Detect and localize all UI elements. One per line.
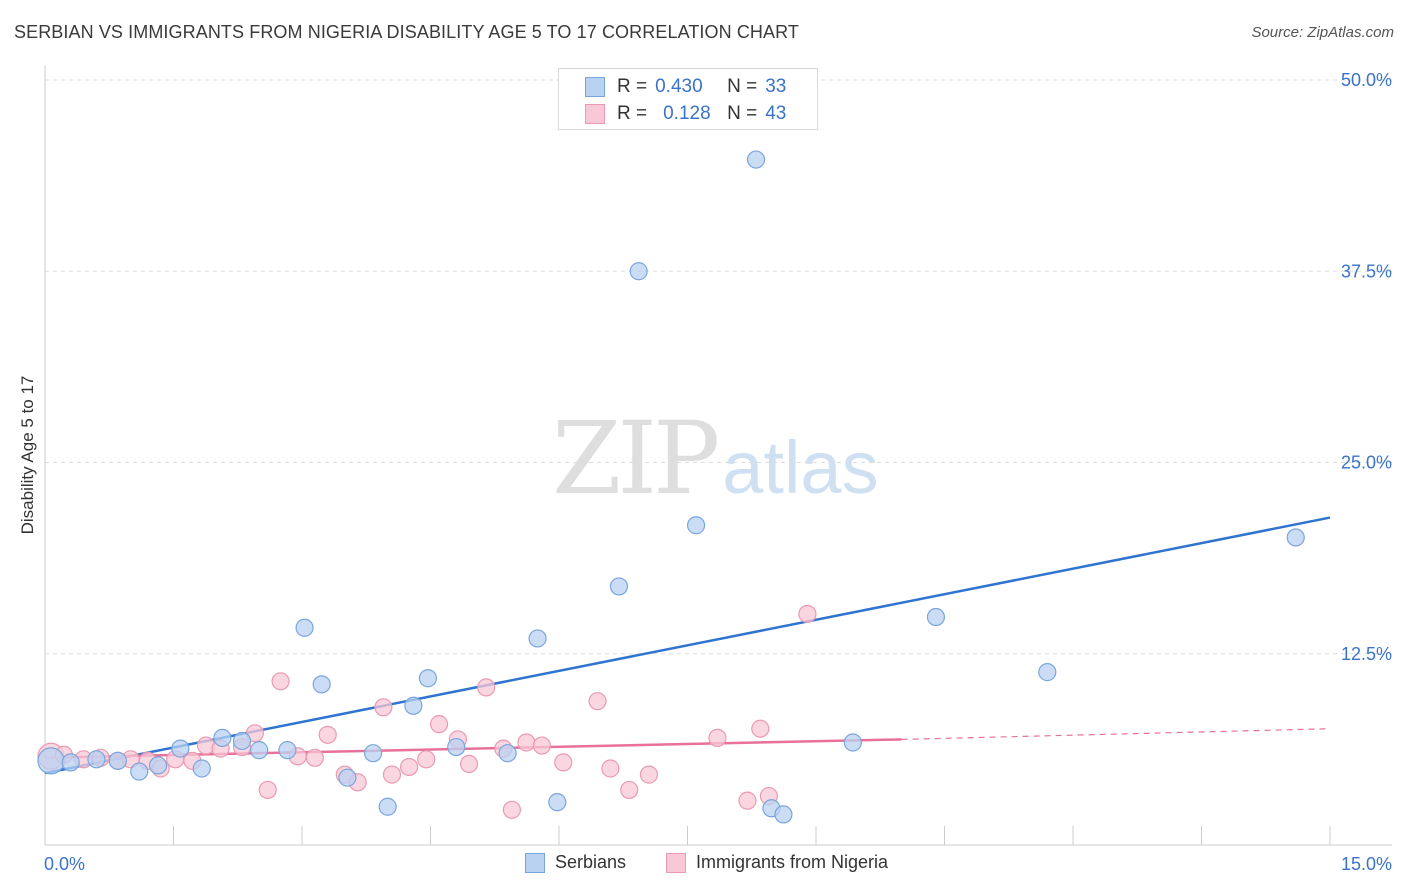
serbians-point	[278, 741, 297, 760]
nigeria-trend-extension	[901, 728, 1331, 741]
axes	[44, 66, 1392, 846]
serbians-point	[418, 669, 438, 688]
serbians-point	[548, 793, 567, 812]
serbians-point	[312, 675, 331, 694]
nigeria-point	[798, 604, 817, 624]
nigeria-point	[429, 715, 449, 734]
nigeria-point	[738, 791, 757, 810]
serbians-point	[61, 753, 80, 772]
nigeria-point	[708, 728, 727, 748]
serbians-point	[1038, 663, 1057, 682]
n-value: 33	[765, 76, 787, 97]
r-label: R =	[617, 103, 648, 124]
serbians-point	[87, 750, 106, 769]
series-legend: Serbians Immigrants from Nigeria	[0, 852, 1406, 878]
nigeria-point	[258, 780, 277, 800]
legend-item-serbians[interactable]: Serbians	[525, 852, 626, 873]
legend-row-serbians: R = 0.430 N = 33	[585, 75, 786, 99]
nigeria-point	[382, 765, 402, 784]
legend-item-nigeria[interactable]: Immigrants from Nigeria	[666, 852, 888, 873]
serbians-point	[232, 731, 252, 751]
serbians-point	[130, 762, 149, 781]
nigeria-swatch	[666, 852, 686, 873]
legend-row-nigeria: R = 0.128 N = 43	[585, 102, 786, 126]
serbians-point	[1286, 528, 1305, 547]
serbians-point	[171, 739, 190, 758]
serbians-point	[686, 516, 706, 535]
n-value: 43	[765, 103, 787, 124]
serbians-point	[295, 618, 314, 637]
serbians-point	[364, 744, 383, 763]
r-value: 0.128	[663, 103, 711, 124]
nigeria-point	[620, 780, 639, 800]
serbians-point	[498, 744, 517, 763]
serbians-point	[746, 150, 766, 169]
correlation-legend: R = 0.430 N = 33 R = 0.128 N = 43	[558, 68, 818, 130]
serbians-point	[213, 728, 232, 748]
serbians-point	[843, 733, 862, 752]
chart-title: SERBIAN VS IMMIGRANTS FROM NIGERIA DISAB…	[14, 22, 800, 42]
nigeria-point	[751, 719, 770, 738]
serbians-point	[774, 805, 793, 824]
nigeria-point	[502, 800, 521, 819]
serbians-swatch	[585, 77, 605, 97]
y-axis-label: Disability Age 5 to 17	[18, 375, 37, 535]
serbians-point	[378, 797, 397, 816]
y-tick-label: 25.0%	[1341, 453, 1392, 473]
serbians-point	[148, 756, 168, 775]
serbians-point	[609, 577, 629, 596]
nigeria-point	[639, 765, 659, 784]
n-label: N =	[727, 76, 758, 97]
serbians-point	[447, 737, 466, 757]
legend-label: Immigrants from Nigeria	[696, 852, 889, 872]
source-label[interactable]: Source: ZipAtlas.com	[1251, 24, 1394, 41]
serbians-point	[338, 768, 357, 787]
serbians-point	[37, 747, 65, 775]
nigeria-point	[477, 678, 496, 697]
nigeria-point	[532, 736, 551, 755]
serbians-point	[192, 759, 211, 778]
serbians-swatch	[525, 852, 545, 873]
x-tick-label: 15.0%	[1341, 854, 1392, 874]
r-label: R =	[617, 76, 648, 97]
nigeria-point	[417, 750, 436, 769]
nigeria-point	[517, 733, 536, 752]
tick-labels: 12.5% 25.0% 37.5% 50.0% 0.0% 15.0%	[44, 70, 1392, 874]
serbians-point	[629, 262, 648, 281]
serbians-point	[250, 741, 269, 760]
nigeria-point	[399, 757, 419, 777]
r-value: 0.430	[655, 76, 703, 97]
serbians-point	[528, 629, 547, 648]
data-points	[37, 150, 1305, 824]
nigeria-point	[318, 725, 337, 744]
nigeria-point	[305, 748, 324, 767]
serbians-point	[108, 751, 127, 770]
nigeria-point	[588, 692, 607, 711]
nigeria-point	[271, 672, 290, 691]
gridlines	[45, 79, 1392, 655]
nigeria-point	[459, 754, 479, 774]
x-tick-label: 0.0%	[44, 854, 85, 874]
nigeria-point	[554, 753, 573, 772]
y-tick-label: 37.5%	[1341, 261, 1392, 281]
n-label: N =	[727, 103, 758, 124]
nigeria-point	[374, 698, 393, 717]
nigeria-swatch	[585, 104, 605, 124]
serbians-point	[926, 607, 946, 627]
legend-label: Serbians	[555, 852, 627, 872]
y-tick-label: 12.5%	[1341, 644, 1392, 664]
nigeria-point	[601, 759, 620, 778]
serbians-point	[404, 696, 423, 715]
y-tick-label: 50.0%	[1341, 70, 1392, 90]
